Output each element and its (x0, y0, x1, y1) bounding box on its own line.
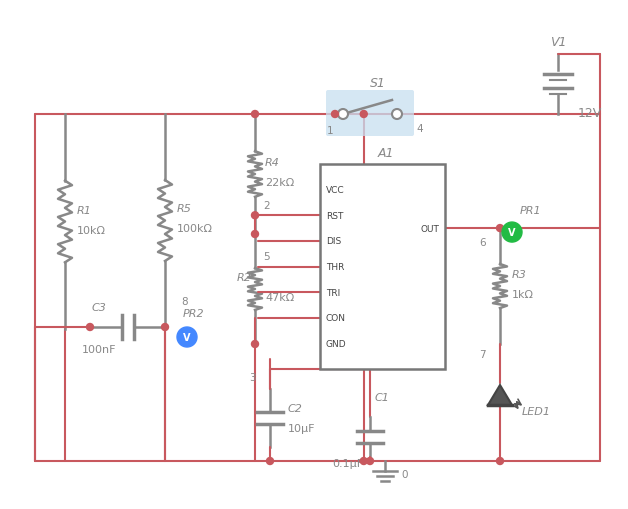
Circle shape (360, 111, 367, 118)
Text: 5: 5 (263, 252, 269, 262)
Text: VCC: VCC (326, 186, 345, 195)
Text: 0: 0 (402, 469, 408, 479)
Text: 3: 3 (249, 372, 256, 382)
Text: 1: 1 (327, 126, 333, 136)
Text: 10μF: 10μF (288, 423, 315, 433)
Text: 6: 6 (479, 238, 486, 247)
Circle shape (87, 324, 94, 331)
Text: PR1: PR1 (520, 206, 541, 216)
Text: GND: GND (326, 339, 347, 348)
Circle shape (360, 458, 367, 465)
Bar (320, 165, 445, 369)
Text: PR2: PR2 (183, 308, 205, 318)
Circle shape (332, 111, 338, 118)
Text: 1kΩ: 1kΩ (512, 290, 534, 299)
Text: 4: 4 (417, 124, 423, 134)
Text: TRI: TRI (326, 288, 340, 297)
Text: C2: C2 (288, 403, 303, 413)
Circle shape (367, 458, 374, 465)
Text: 47kΩ: 47kΩ (265, 293, 295, 302)
Text: R1: R1 (77, 205, 92, 215)
Circle shape (502, 222, 522, 243)
Text: R5: R5 (177, 204, 192, 214)
Text: 100nF: 100nF (82, 344, 117, 354)
Text: V: V (508, 228, 516, 238)
Text: THR: THR (326, 263, 344, 271)
Text: DIS: DIS (326, 237, 341, 246)
Circle shape (177, 327, 197, 347)
Circle shape (338, 110, 348, 120)
Circle shape (251, 231, 259, 238)
Circle shape (392, 110, 402, 120)
Circle shape (251, 111, 259, 118)
Polygon shape (488, 385, 512, 405)
Circle shape (497, 225, 504, 232)
Circle shape (266, 458, 274, 465)
Circle shape (497, 458, 504, 465)
Text: R3: R3 (512, 269, 527, 279)
Text: V1: V1 (550, 36, 566, 48)
Circle shape (251, 341, 259, 348)
Text: OUT: OUT (420, 224, 439, 233)
Text: 10kΩ: 10kΩ (77, 225, 106, 235)
Text: R2: R2 (237, 272, 252, 282)
Text: 100kΩ: 100kΩ (177, 224, 213, 234)
FancyBboxPatch shape (326, 91, 414, 137)
Text: 2: 2 (263, 201, 269, 211)
Text: 0.1μF: 0.1μF (332, 458, 363, 468)
Text: RST: RST (326, 211, 344, 220)
Text: 8: 8 (181, 296, 188, 306)
Text: CON: CON (326, 314, 346, 323)
Text: C3: C3 (92, 302, 107, 313)
Text: S1: S1 (370, 76, 386, 89)
Text: R4: R4 (265, 158, 280, 167)
Text: 12V: 12V (578, 106, 602, 119)
Text: LED1: LED1 (522, 406, 551, 416)
Circle shape (251, 212, 259, 219)
Circle shape (161, 324, 168, 331)
Text: C1: C1 (375, 392, 390, 402)
Text: A1: A1 (377, 146, 394, 159)
Text: 7: 7 (479, 349, 486, 359)
Text: V: V (183, 332, 191, 343)
Text: 22kΩ: 22kΩ (265, 178, 295, 188)
